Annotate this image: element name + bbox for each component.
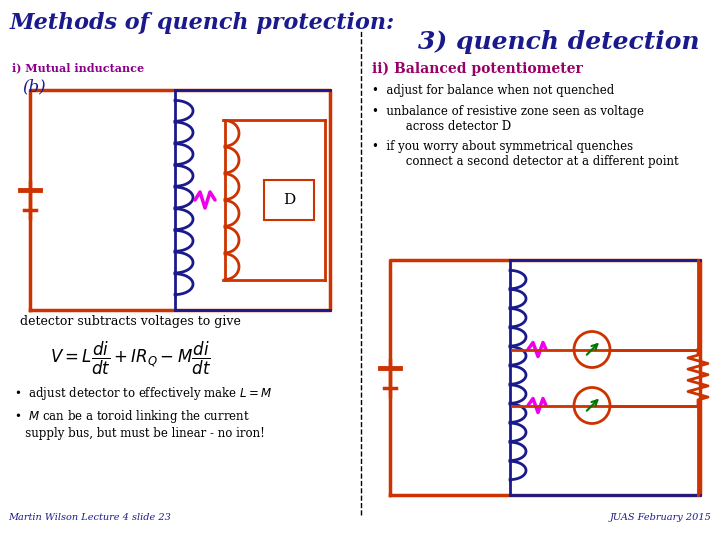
Text: •  unbalance of resistive zone seen as voltage
         across detector D: • unbalance of resistive zone seen as vo… [372, 105, 644, 133]
Text: Martin Wilson Lecture 4 slide 23: Martin Wilson Lecture 4 slide 23 [8, 513, 171, 522]
Text: 3) quench detection: 3) quench detection [418, 30, 700, 54]
Text: Methods of quench protection:: Methods of quench protection: [10, 12, 395, 34]
Text: •  adjust for balance when not quenched: • adjust for balance when not quenched [372, 84, 614, 97]
Text: ii) Balanced potentiometer: ii) Balanced potentiometer [372, 62, 582, 76]
Text: •  adjust detector to effectively make $L = M$: • adjust detector to effectively make $L… [14, 385, 272, 402]
Text: •  $M$ can be a toroid linking the current
   supply bus, but must be linear - n: • $M$ can be a toroid linking the curren… [14, 408, 265, 440]
Text: (b): (b) [22, 78, 45, 95]
Text: detector subtracts voltages to give: detector subtracts voltages to give [20, 315, 241, 328]
Text: JUAS February 2015: JUAS February 2015 [610, 513, 712, 522]
FancyBboxPatch shape [264, 180, 314, 220]
Text: •  if you worry about symmetrical quenches
         connect a second detector at: • if you worry about symmetrical quenche… [372, 140, 679, 168]
Text: $V = L\dfrac{di}{dt} + IR_Q - M\dfrac{di}{dt}$: $V = L\dfrac{di}{dt} + IR_Q - M\dfrac{di… [50, 340, 211, 377]
Text: D: D [283, 193, 295, 207]
Text: i) Mutual inductance: i) Mutual inductance [12, 62, 144, 73]
